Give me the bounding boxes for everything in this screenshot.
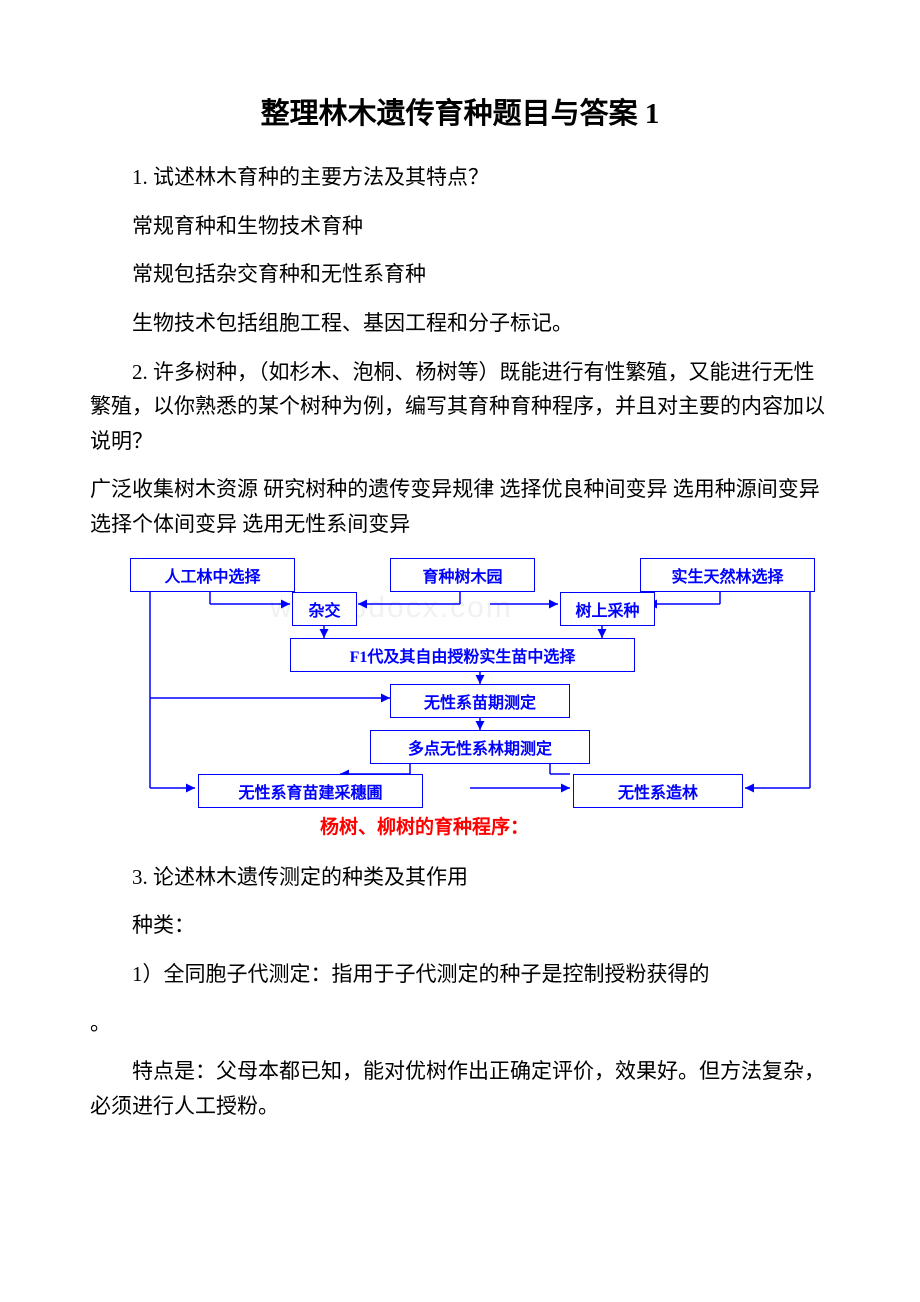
flowchart-node: 育种树木园 xyxy=(390,558,535,592)
question-3: 3. 论述林木遗传测定的种类及其作用 xyxy=(90,860,830,895)
answer-p4: 广泛收集树木资源 研究树种的遗传变异规律 选择优良种间变异 选用种源间变异 选择… xyxy=(90,472,830,541)
answer-p3: 生物技术包括组胞工程、基因工程和分子标记。 xyxy=(90,306,830,341)
flowchart-node: F1代及其自由授粉实生苗中选择 xyxy=(290,638,635,672)
question-1: 1. 试述林木育种的主要方法及其特点？ xyxy=(90,160,830,195)
flowchart-caption: 杨树、柳树的育种程序： xyxy=(320,812,529,839)
flowchart-node: 多点无性系林期测定 xyxy=(370,730,590,764)
answer-p5: 种类： xyxy=(90,908,830,943)
flowchart-node: 无性系育苗建采穗圃 xyxy=(198,774,423,808)
answer-p2: 常规包括杂交育种和无性系育种 xyxy=(90,257,830,292)
flowchart-node: 无性系苗期测定 xyxy=(390,684,570,718)
flowchart-node: 树上采种 xyxy=(560,592,655,626)
answer-p6: 1）全同胞子代测定：指用于子代测定的种子是控制授粉获得的 xyxy=(90,957,830,992)
question-2: 2. 许多树种，（如杉木、泡桐、杨树等）既能进行有性繁殖，又能进行无性繁殖，以你… xyxy=(90,355,830,459)
flowchart-node: 实生天然林选择 xyxy=(640,558,815,592)
flowchart-node: 无性系造林 xyxy=(573,774,743,808)
document-title: 整理林木遗传育种题目与答案 1 xyxy=(90,90,830,132)
answer-p1: 常规育种和生物技术育种 xyxy=(90,209,830,244)
flowchart-node: 杂交 xyxy=(292,592,357,626)
flowchart: www.bdocx.com xyxy=(90,556,830,846)
answer-p7: 特点是：父母本都已知，能对优树作出正确定评价，效果好。但方法复杂，必须进行人工授… xyxy=(90,1054,830,1123)
answer-p6b: 。 xyxy=(90,1006,830,1041)
flowchart-node: 人工林中选择 xyxy=(130,558,295,592)
